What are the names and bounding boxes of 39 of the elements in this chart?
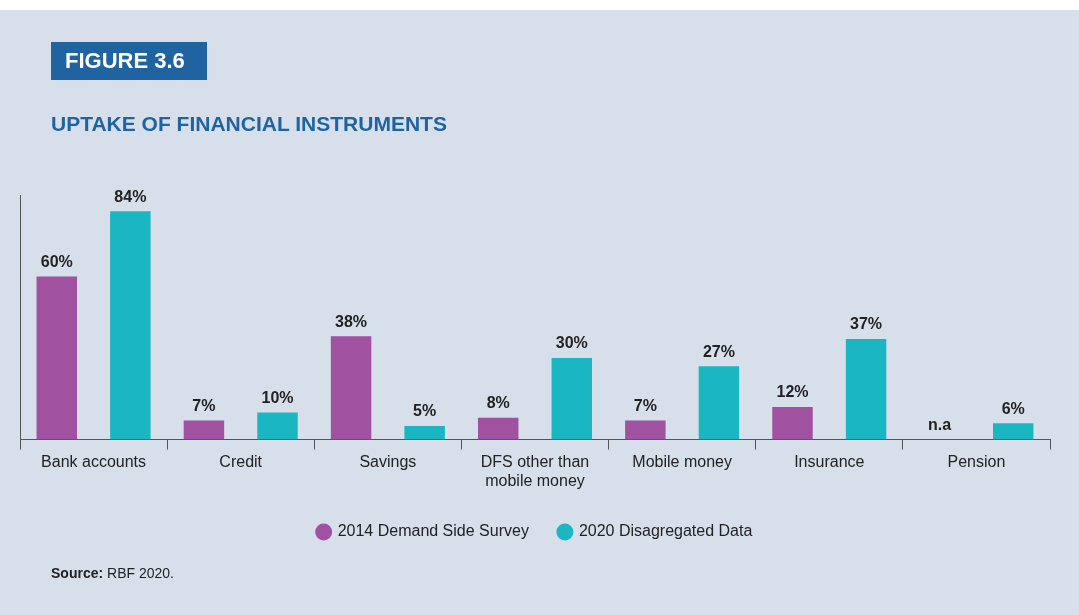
bar bbox=[551, 358, 593, 440]
data-label: 10% bbox=[261, 388, 294, 406]
chart-title: FIGURE 3.6 bbox=[51, 42, 207, 80]
bar bbox=[625, 420, 666, 440]
bar bbox=[404, 426, 445, 440]
source-note: Source: RBF 2020. bbox=[51, 565, 174, 581]
bar bbox=[36, 276, 78, 440]
text: n.a bbox=[928, 416, 952, 434]
data-label: 5% bbox=[413, 402, 437, 420]
data-label: 37% bbox=[850, 315, 883, 333]
data-label: 7% bbox=[633, 396, 657, 414]
chart-subtitle: UPTAKE OF FINANCIAL INSTRUMENTS bbox=[51, 112, 447, 136]
x-tick-label: Insurance bbox=[794, 452, 865, 470]
bar bbox=[772, 406, 813, 440]
data-label: 27% bbox=[702, 342, 735, 360]
bar bbox=[330, 336, 372, 440]
data-label: 7% bbox=[192, 396, 216, 414]
x-tick-label: Mobile money bbox=[632, 452, 732, 470]
x-tick-label: Pension bbox=[947, 452, 1006, 470]
bar bbox=[183, 420, 225, 440]
bar bbox=[477, 417, 519, 440]
data-label: 6% bbox=[1001, 399, 1025, 417]
legend-label: 2020 Disagregated Data bbox=[578, 522, 753, 540]
x-tick-label: Savings bbox=[359, 452, 417, 470]
x-tick-label: Bank accounts bbox=[41, 452, 147, 470]
data-label: 30% bbox=[555, 334, 588, 352]
data-label: 12% bbox=[776, 383, 809, 401]
legend-label: 2014 Demand Side Survey bbox=[337, 522, 529, 540]
bar bbox=[845, 339, 887, 440]
bar bbox=[110, 211, 151, 440]
bar bbox=[992, 423, 1034, 440]
bar bbox=[698, 366, 740, 440]
data-label: 60% bbox=[40, 252, 73, 270]
data-label: 8% bbox=[486, 394, 510, 412]
data-label: 38% bbox=[335, 312, 368, 330]
x-tick-label: DFS other than mobile money bbox=[480, 452, 590, 489]
data-label: 84% bbox=[114, 187, 147, 205]
x-tick-label: Credit bbox=[219, 452, 263, 470]
bar bbox=[257, 412, 298, 440]
